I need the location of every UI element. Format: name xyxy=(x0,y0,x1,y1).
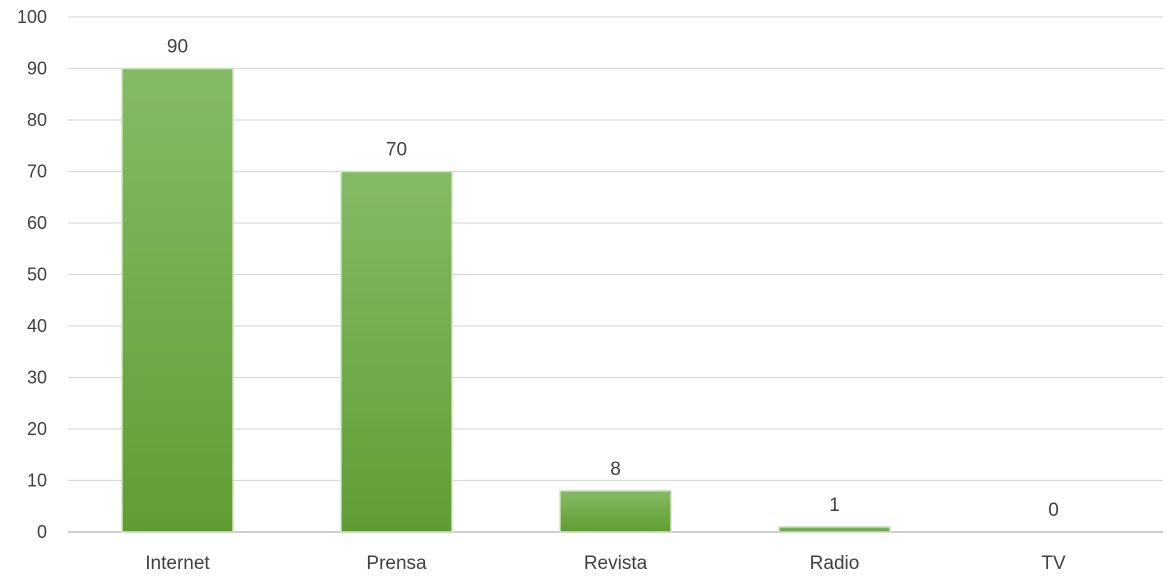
y-tick-label: 80 xyxy=(27,110,47,130)
y-tick-label: 20 xyxy=(27,419,47,439)
y-tick-label: 30 xyxy=(27,368,47,388)
y-tick-label: 70 xyxy=(27,162,47,182)
bar-prensa xyxy=(340,170,453,533)
data-label-radio: 1 xyxy=(829,495,840,516)
x-tick-label-tv: TV xyxy=(1041,553,1066,574)
y-tick-label: 0 xyxy=(37,522,47,542)
data-label-tv: 0 xyxy=(1048,500,1059,521)
data-label-prensa: 70 xyxy=(386,140,407,161)
y-tick-label: 50 xyxy=(27,265,47,285)
data-label-internet: 90 xyxy=(167,37,188,58)
y-tick-label: 10 xyxy=(27,471,47,491)
bars xyxy=(121,67,891,533)
bar-revista xyxy=(559,490,672,533)
y-axis-tick-labels: 0 10 20 30 40 50 60 70 80 90 100 xyxy=(17,7,47,542)
data-labels: 90 70 8 1 0 xyxy=(167,37,1059,522)
gridlines xyxy=(68,16,1163,533)
y-tick-label: 40 xyxy=(27,316,47,336)
y-tick-label: 100 xyxy=(17,7,47,27)
data-label-revista: 8 xyxy=(610,459,621,480)
x-tick-label-internet: Internet xyxy=(145,553,210,574)
x-axis-category-labels: Internet Prensa Revista Radio TV xyxy=(145,553,1066,574)
y-tick-label: 60 xyxy=(27,213,47,233)
x-tick-label-radio: Radio xyxy=(810,553,860,574)
bar-radio xyxy=(778,526,891,533)
x-tick-label-prensa: Prensa xyxy=(366,553,427,574)
bar-internet xyxy=(121,67,234,533)
y-tick-label: 90 xyxy=(27,59,47,79)
x-tick-label-revista: Revista xyxy=(584,553,648,574)
